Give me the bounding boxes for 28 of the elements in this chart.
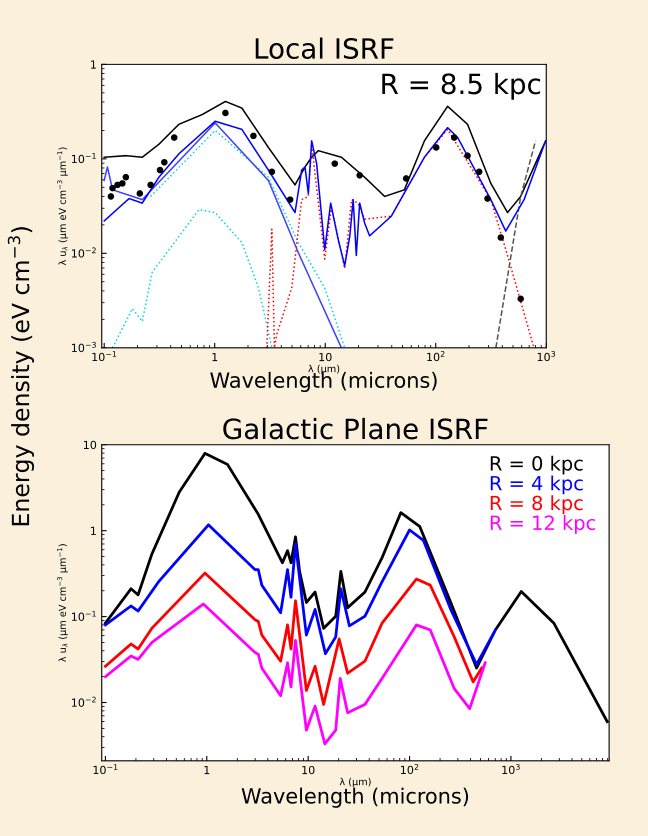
y-tick-label: 10$^{−1}$ — [72, 153, 96, 164]
annotation: R = 8.5 kpc — [382, 72, 540, 100]
chart-title: Local ISRF — [256, 37, 394, 59]
y-tick-label: 10 — [84, 440, 96, 450]
y-tick-label: 10$^{−3}$ — [72, 342, 96, 352]
x-tick-label: 10$^{2}$ — [427, 350, 444, 362]
y-tick-label: 10$^{−2}$ — [72, 696, 96, 707]
y-axis-title: λ u$_{λ}$ (μm eV cm$^{−3}$ μm$^{−1}$) — [57, 147, 68, 266]
y-axis-title: λ u$_{λ}$ (μm eV cm$^{−3}$ μm$^{−1}$) — [57, 544, 68, 662]
x-tick-label: 10$^{2}$ — [400, 764, 418, 774]
x-tick-label: 10$^{3}$ — [538, 350, 556, 362]
x-tick-label: 10$^{3}$ — [502, 764, 520, 774]
text: Energy density (eV cm$^{−3}$) — [8, 227, 34, 526]
text: R = 0 kpc — [490, 456, 583, 475]
y-tick-label: 1 — [91, 60, 96, 69]
chart-title: Galactic Plane ISRF — [223, 418, 488, 440]
text: R = 8 kpc — [490, 495, 583, 514]
y-tick-label: 10$^{−1}$ — [72, 610, 96, 621]
x-tick-label: 1 — [212, 352, 218, 362]
text: R = 12 kpc — [490, 515, 596, 534]
x-tick-label: 1 — [204, 766, 210, 774]
x-tick-label: 10 — [319, 352, 332, 362]
text: Wavelength (microns) — [242, 788, 468, 808]
x-tick-label: 10 — [302, 766, 314, 774]
y-tick-label: 10$^{−2}$ — [72, 247, 96, 258]
y-tick-label: 1 — [91, 526, 96, 535]
x-axis-title: λ (μm) — [340, 778, 371, 788]
text: R = 4 kpc — [490, 475, 583, 494]
